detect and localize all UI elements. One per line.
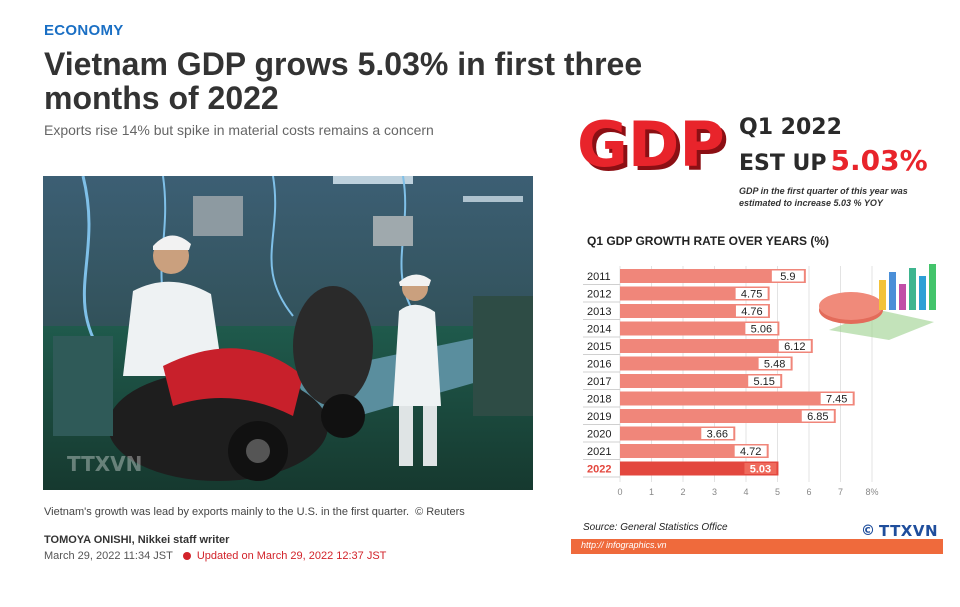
source-note: Source: General Statistics Office (583, 522, 728, 533)
category-label: 2014 (587, 324, 611, 336)
value-label: 4.76 (741, 306, 762, 318)
subheadline: Exports rise 14% but spike in material c… (44, 122, 434, 138)
x-tick-label: 0 (617, 487, 622, 497)
value-label: 5.03 (750, 464, 771, 476)
value-label: 4.75 (741, 289, 762, 301)
value-label: 6.85 (807, 411, 828, 423)
bar (620, 304, 770, 318)
url-bar: http:// infographics.vn (571, 539, 943, 554)
headline: Vietnam GDP grows 5.03% in first three m… (44, 46, 643, 116)
agency-logo-text: TTXVN (879, 522, 939, 540)
gdp-logo-text: GDP (577, 108, 725, 181)
x-tick-label: 4 (743, 487, 748, 497)
factory-photo-illustration (43, 176, 533, 490)
category-label: 2011 (587, 271, 611, 283)
category-label: 2020 (587, 429, 611, 441)
chart-title: Q1 GDP GROWTH RATE OVER YEARS (%) (587, 234, 830, 248)
bar (620, 461, 779, 476)
x-tick-label: 6 (806, 487, 811, 497)
photo-watermark: TTXVN (67, 452, 143, 476)
value-label-box (735, 288, 768, 299)
x-tick-label: 1 (649, 487, 654, 497)
bar (620, 339, 813, 353)
value-label: 7.45 (826, 394, 847, 406)
x-tick-label: 2 (680, 487, 685, 497)
bar (620, 286, 770, 301)
x-tick-label: 3 (712, 487, 717, 497)
estimate-line: EST UP 5.03% (739, 144, 928, 177)
category-label: 2021 (587, 446, 611, 458)
value-label-box (771, 270, 804, 282)
category-label: 2015 (587, 341, 611, 353)
updated-dot-icon (182, 552, 191, 560)
gdp-infographic: GDP GDP Q1 2022 EST UP 5.03% GDP in the f… (571, 102, 946, 554)
photo-caption: Vietnam's growth was lead by exports mai… (44, 506, 465, 518)
value-label-box (745, 323, 778, 334)
category-label: 2019 (587, 411, 611, 423)
author-byline[interactable]: TOMOYA ONISHI, Nikkei staff writer (44, 534, 230, 546)
copyright-icon: © (861, 523, 875, 539)
bar (620, 409, 836, 423)
bar (620, 391, 855, 406)
category-label: 2018 (587, 394, 611, 406)
bar (620, 356, 793, 371)
estimate-value: 5.03% (830, 144, 928, 177)
value-label-box (744, 463, 777, 474)
value-label-box (735, 305, 768, 317)
value-label-box (701, 428, 734, 439)
category-label: 2022 (587, 464, 611, 476)
publish-date: March 29, 2022 11:34 JST (44, 550, 173, 562)
infographic-url[interactable]: http:// infographics.vn (581, 540, 667, 550)
value-label-box (801, 410, 834, 422)
value-label-box (778, 340, 811, 352)
category-label: 2017 (587, 376, 611, 388)
quarter-title: Q1 2022 (739, 115, 842, 140)
category-label: 2012 (587, 289, 611, 301)
x-tick-label: 7 (838, 487, 843, 497)
updated-date: Updated on March 29, 2022 12:37 JST (196, 550, 387, 562)
caption-text: Vietnam's growth was lead by exports mai… (44, 506, 410, 518)
value-label: 6.12 (784, 341, 805, 353)
decorative-chart-icon (819, 264, 936, 340)
value-label-box (758, 358, 791, 369)
category-label: 2016 (587, 359, 611, 371)
dateline: March 29, 2022 11:34 JST Updated on Marc… (44, 550, 386, 562)
bar (620, 374, 783, 388)
value-label-box (820, 393, 853, 404)
value-label-box (748, 375, 781, 387)
bar (620, 444, 769, 458)
bar (620, 269, 806, 283)
value-label: 4.72 (740, 446, 761, 458)
gdp-logo-shadow: GDP (581, 112, 729, 184)
section-label[interactable]: ECONOMY (44, 22, 124, 39)
value-label: 3.66 (707, 429, 728, 441)
ttxvn-logo: © TTXVN (861, 522, 938, 540)
value-label: 5.15 (754, 376, 775, 388)
article-photo: TTXVN (43, 176, 533, 490)
photo-credit: © Reuters (415, 506, 465, 518)
value-label: 5.06 (751, 324, 772, 336)
category-label: 2013 (587, 306, 611, 318)
gdp-logo: GDP GDP (577, 108, 729, 184)
x-tick-label: 8% (865, 487, 878, 497)
x-tick-label: 5 (775, 487, 780, 497)
value-label: 5.9 (780, 271, 795, 283)
value-label: 5.48 (764, 359, 785, 371)
bar (620, 321, 780, 336)
estimate-prefix: EST UP (739, 151, 827, 176)
value-label-box (734, 445, 767, 457)
gdp-note: GDP in the first quarter of this year wa… (739, 186, 908, 208)
